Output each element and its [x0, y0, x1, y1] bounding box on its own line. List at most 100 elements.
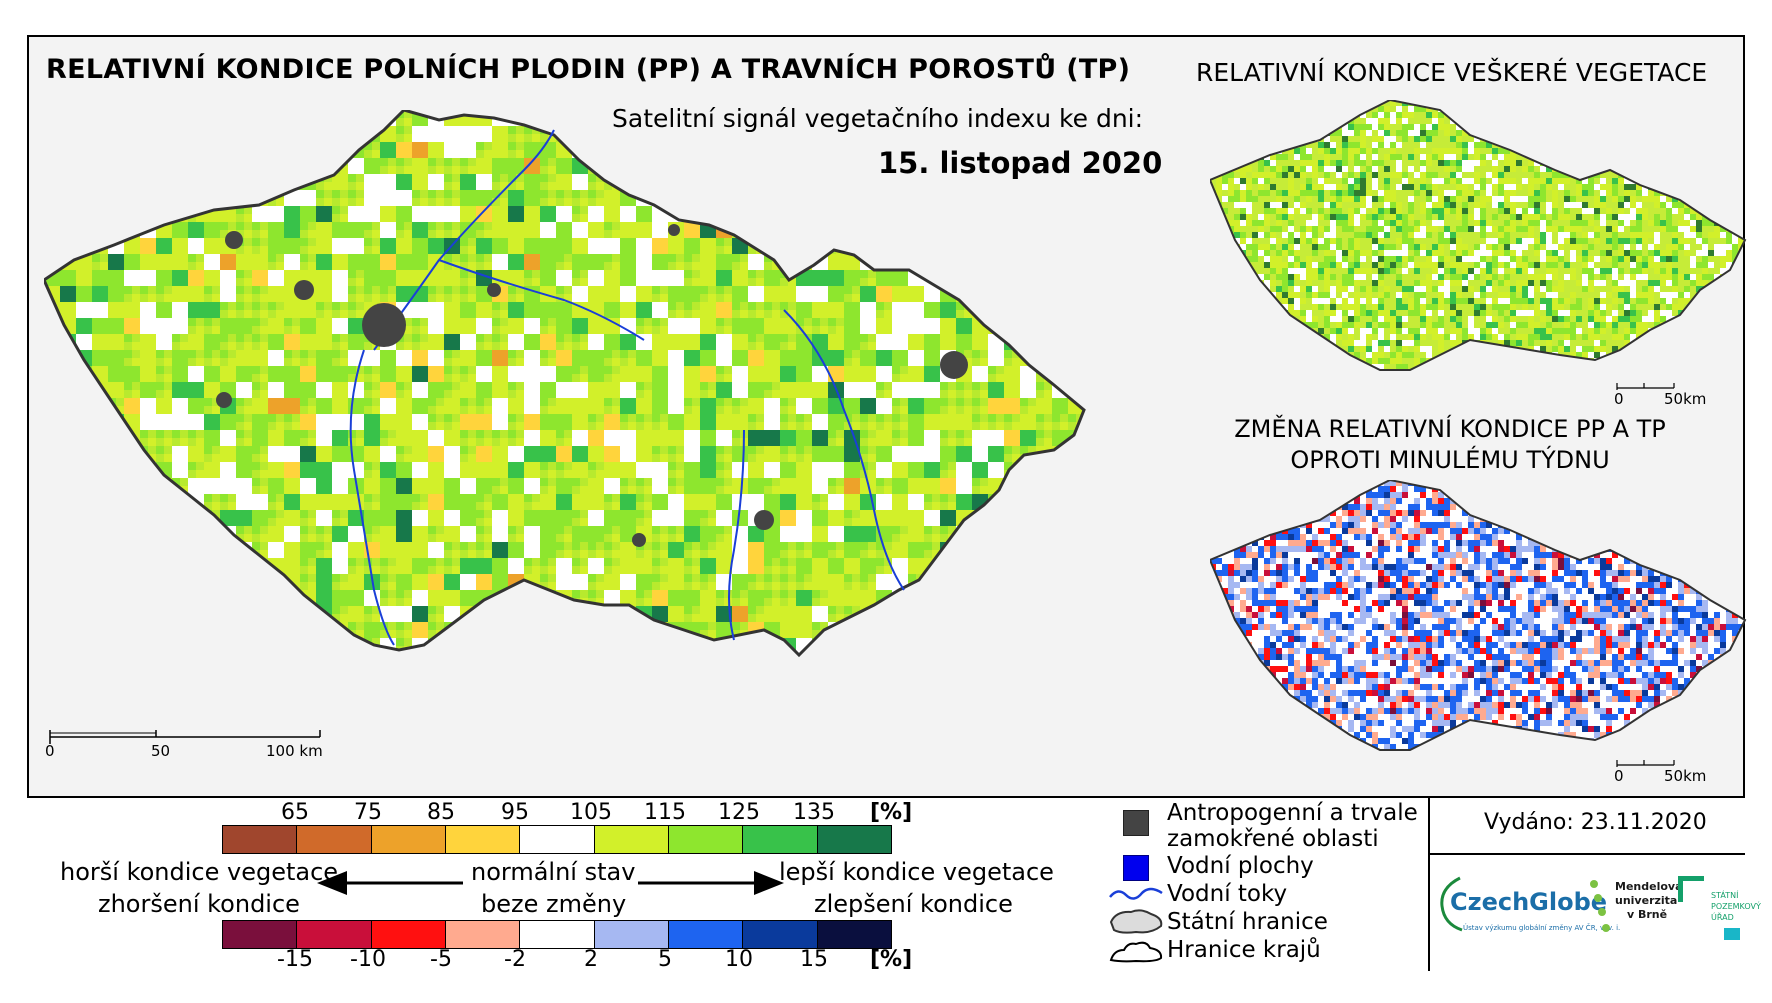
map-cell: [812, 174, 828, 190]
map-cell: [764, 206, 780, 222]
map-cell: [1540, 298, 1546, 304]
map-cell: [460, 302, 476, 318]
map-cell: [748, 462, 764, 478]
map-cell: [1582, 160, 1588, 166]
map-cell: [972, 590, 988, 606]
map-cell: [1720, 358, 1726, 364]
map-cell: [1744, 226, 1745, 232]
map-cell: [1348, 346, 1354, 352]
map-cell: [1426, 370, 1432, 376]
map-cell: [1258, 334, 1264, 340]
map-cell: [284, 302, 300, 318]
map-cell: [1100, 526, 1116, 542]
map-cell: [1164, 302, 1180, 318]
map-cell: [1068, 446, 1084, 462]
map-cell: [44, 238, 60, 254]
map-cell: [1426, 286, 1432, 292]
map-cell: [1180, 526, 1184, 542]
map-cell: [1252, 130, 1258, 136]
map-cell: [1546, 334, 1552, 340]
map-cell: [732, 334, 748, 350]
map-cell: [940, 414, 956, 430]
map-cell: [108, 190, 124, 206]
map-cell: [1276, 196, 1282, 202]
map-cell: [1486, 280, 1492, 286]
map-cell: [236, 462, 252, 478]
map-cell: [1396, 166, 1402, 172]
map-cell: [1324, 310, 1330, 316]
map-cell: [1354, 256, 1360, 262]
map-cell: [1342, 190, 1348, 196]
map-cell: [220, 462, 236, 478]
map-cell: [1684, 298, 1690, 304]
map-cell: [1360, 328, 1366, 334]
map-cell: [1684, 238, 1690, 244]
map-cell: [1528, 310, 1534, 316]
map-cell: [732, 558, 748, 574]
map-cell: [860, 366, 876, 382]
map-cell: [1576, 190, 1582, 196]
map-cell: [1408, 112, 1414, 118]
map-cell: [1666, 148, 1672, 154]
map-cell: [668, 366, 684, 382]
map-cell: [1642, 238, 1648, 244]
map-cell: [1396, 358, 1402, 364]
map-cell: [1684, 118, 1690, 124]
map-cell: [684, 494, 700, 510]
map-cell: [1624, 238, 1630, 244]
map-cell: [1510, 178, 1516, 184]
map-cell: [1510, 310, 1516, 316]
map-cell: [1486, 268, 1492, 274]
map-cell: [1696, 100, 1702, 106]
map-cell: [1456, 370, 1462, 376]
map-cell: [940, 558, 956, 574]
map-cell: [108, 654, 124, 655]
map-cell: [1726, 214, 1732, 220]
map-cell: [540, 542, 556, 558]
map-cell: [380, 110, 396, 126]
map-cell: [1288, 214, 1294, 220]
map-cell: [268, 206, 284, 222]
map-cell: [1492, 244, 1498, 250]
map-cell: [1528, 100, 1534, 106]
map-cell: [1432, 226, 1438, 232]
map-cell: [956, 606, 972, 622]
map-cell: [1678, 226, 1684, 232]
map-cell: [204, 638, 220, 654]
map-cell: [1468, 148, 1474, 154]
map-cell: [1294, 118, 1300, 124]
map-cell: [540, 222, 556, 238]
map-cell: [1288, 292, 1294, 298]
map-cell: [1450, 190, 1456, 196]
map-cell: [1606, 190, 1612, 196]
map-cell: [1570, 166, 1576, 172]
map-cell: [1228, 340, 1234, 346]
map-cell: [1468, 250, 1474, 256]
map-cell: [1486, 130, 1492, 136]
map-cell: [1366, 322, 1372, 328]
map-cell: [1642, 208, 1648, 214]
map-cell: [1666, 172, 1672, 178]
map-cell: [1264, 136, 1270, 142]
map-cell: [60, 542, 76, 558]
map-cell: [188, 654, 204, 655]
map-cell: [1480, 358, 1486, 364]
map-cell: [1648, 118, 1654, 124]
map-cell: [1180, 510, 1184, 526]
map-cell: [172, 382, 188, 398]
map-cell: [1432, 178, 1438, 184]
map-cell: [1414, 106, 1420, 112]
map-cell: [1324, 346, 1330, 352]
map-cell: [908, 398, 924, 414]
map-cell: [1726, 352, 1732, 358]
map-cell: [44, 542, 60, 558]
map-cell: [1564, 178, 1570, 184]
map-cell: [1516, 208, 1522, 214]
map-cell: [1312, 220, 1318, 226]
map-cell: [1390, 100, 1396, 106]
map-cell: [1360, 340, 1366, 346]
map-cell: [44, 206, 60, 222]
map-cell: [716, 382, 732, 398]
map-cell: [1288, 334, 1294, 340]
map-cell: [1588, 160, 1594, 166]
